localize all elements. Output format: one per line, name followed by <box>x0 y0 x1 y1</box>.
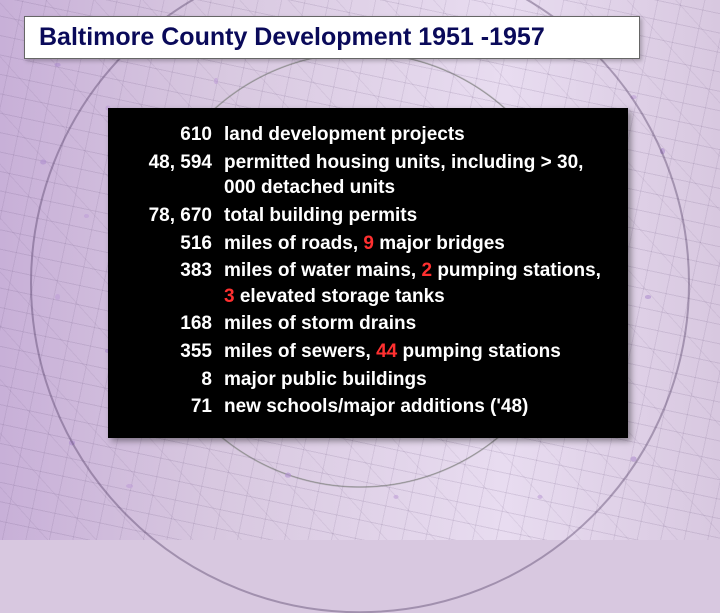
stat-description: major public buildings <box>224 367 610 393</box>
stat-row: 610 land development projects <box>126 122 610 148</box>
stat-description: miles of storm drains <box>224 311 610 337</box>
stat-row: 383 miles of water mains, 2 pumping stati… <box>126 258 610 309</box>
stat-number: 78, 670 <box>126 203 212 229</box>
stat-description: permitted housing units, including > 30,… <box>224 150 610 201</box>
data-box: 610 land development projects 48, 594 permi… <box>108 108 628 438</box>
stat-row: 516 miles of roads, 9 major bridges <box>126 231 610 257</box>
stat-description: total building permits <box>224 203 610 229</box>
highlight-number: 3 <box>224 286 235 307</box>
stat-row: 355 miles of sewers, 44 pumping stations <box>126 339 610 365</box>
page-title: Baltimore County Development 1951 -1957 <box>39 23 625 52</box>
stat-description: miles of roads, 9 major bridges <box>224 231 610 257</box>
stat-row: 168 miles of storm drains <box>126 311 610 337</box>
stat-description: new schools/major additions ('48) <box>224 394 610 420</box>
stat-number: 168 <box>126 311 212 337</box>
stat-description: miles of water mains, 2 pumping stations… <box>224 258 610 309</box>
stat-row: 78, 670 total building permits <box>126 203 610 229</box>
stat-description: land development projects <box>224 122 610 148</box>
stat-number: 48, 594 <box>126 150 212 176</box>
title-box: Baltimore County Development 1951 -1957 <box>24 16 640 59</box>
stat-row: 71 new schools/major additions ('48) <box>126 394 610 420</box>
stat-number: 383 <box>126 258 212 284</box>
highlight-number: 9 <box>363 233 374 254</box>
highlight-number: 44 <box>376 341 397 362</box>
stat-number: 8 <box>126 367 212 393</box>
stat-number: 516 <box>126 231 212 257</box>
stat-number: 610 <box>126 122 212 148</box>
stat-row: 8 major public buildings <box>126 367 610 393</box>
stat-number: 71 <box>126 394 212 420</box>
stat-number: 355 <box>126 339 212 365</box>
stat-description: miles of sewers, 44 pumping stations <box>224 339 610 365</box>
highlight-number: 2 <box>421 260 432 281</box>
stat-row: 48, 594 permitted housing units, includin… <box>126 150 610 201</box>
